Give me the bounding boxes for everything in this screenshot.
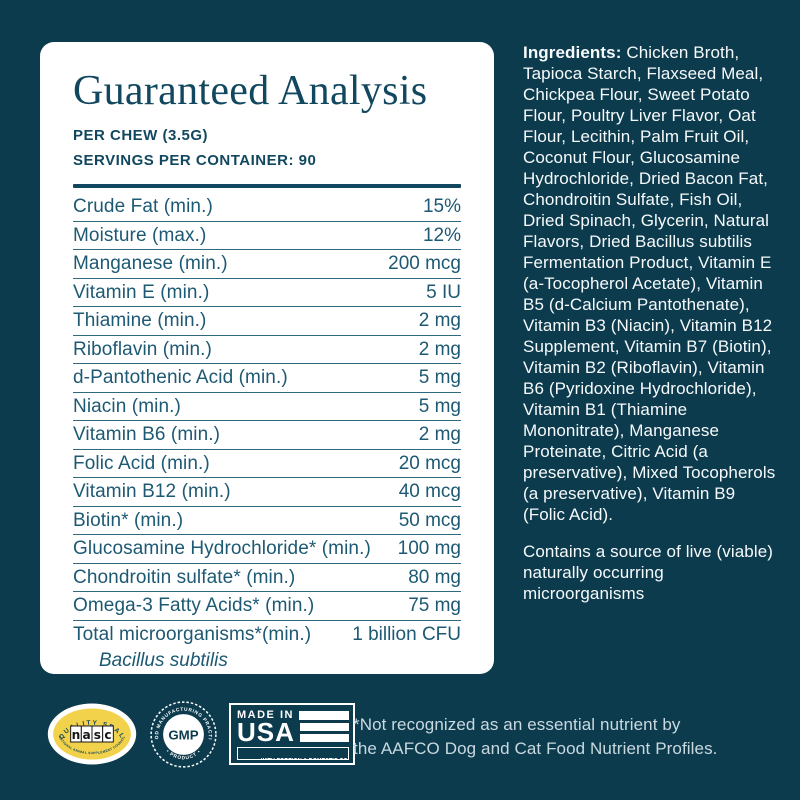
usa-stripes bbox=[299, 722, 349, 742]
row-value: 2 mg bbox=[418, 338, 461, 360]
nasc-letter-c: c bbox=[104, 728, 111, 742]
row-value: 75 mg bbox=[408, 595, 461, 617]
table-row: Niacin (min.) 5 mg bbox=[73, 393, 461, 422]
row-label: Glucosamine Hydrochloride* (min.) bbox=[73, 538, 371, 560]
row-value: 12% bbox=[422, 224, 461, 246]
row-label: Omega-3 Fatty Acids* (min.) bbox=[73, 595, 315, 617]
card-subtitles: PER CHEW (3.5G) SERVINGS PER CONTAINER: … bbox=[73, 123, 461, 173]
table-row: Moisture (max.) 12% bbox=[73, 222, 461, 251]
row-label: Chondroitin sulfate* (min.) bbox=[73, 566, 296, 588]
nasc-letter-s: s bbox=[94, 728, 101, 742]
servings-label: SERVINGS PER CONTAINER: 90 bbox=[73, 152, 317, 170]
ingredients-body: Chicken Broth, Tapioca Starch, Flaxseed … bbox=[523, 43, 776, 524]
row-value: 2 mg bbox=[418, 424, 461, 446]
nasc-letter-a: a bbox=[83, 728, 91, 742]
footnote-line1: *Not recognized as an essential nutrient… bbox=[353, 715, 681, 734]
row-value: 5 mg bbox=[418, 367, 461, 389]
ingredients-column: Ingredients: Chicken Broth, Tapioca Star… bbox=[523, 42, 777, 604]
row-label: Niacin (min.) bbox=[73, 395, 181, 417]
table-row: Riboflavin (min.) 2 mg bbox=[73, 336, 461, 365]
row-label: Riboflavin (min.) bbox=[73, 338, 212, 360]
table-row: Manganese (min.) 200 mcg bbox=[73, 250, 461, 279]
per-chew-label: PER CHEW (3.5G) bbox=[73, 127, 209, 145]
row-label: Total microorganisms*(min.) bbox=[73, 623, 312, 645]
row-value: 1 billion CFU bbox=[352, 623, 461, 645]
row-label: Manganese (min.) bbox=[73, 253, 228, 275]
row-value: 80 mg bbox=[408, 566, 461, 588]
table-row: Glucosamine Hydrochloride* (min.) 100 mg bbox=[73, 535, 461, 564]
table-row: Biotin* (min.) 50 mcg bbox=[73, 507, 461, 536]
row-label: Folic Acid (min.) bbox=[73, 452, 210, 474]
row-label: Crude Fat (min.) bbox=[73, 196, 213, 218]
row-label: Vitamin E (min.) bbox=[73, 281, 210, 303]
page-title: Guaranteed Analysis bbox=[73, 68, 428, 114]
ingredients-paragraph: Ingredients: Chicken Broth, Tapioca Star… bbox=[523, 42, 777, 525]
table-row: Crude Fat (min.) 15% bbox=[73, 193, 461, 222]
table-row: Total microorganisms*(min.) 1 billion CFU bbox=[73, 621, 461, 649]
row-label: Vitamin B12 (min.) bbox=[73, 481, 231, 503]
row-label: Vitamin B6 (min.) bbox=[73, 424, 221, 446]
analysis-table: Crude Fat (min.) 15% Moisture (max.) 12% Man… bbox=[73, 193, 461, 672]
row-label: d-Pantothenic Acid (min.) bbox=[73, 367, 288, 389]
aafco-footnote: *Not recognized as an essential nutrient… bbox=[353, 713, 783, 761]
row-value: 5 IU bbox=[426, 281, 461, 303]
table-row: Folic Acid (min.) 20 mcg bbox=[73, 450, 461, 479]
ingredients-heading: Ingredients: bbox=[523, 43, 622, 62]
live-microorganisms-note: Contains a source of live (viable) natur… bbox=[523, 542, 774, 603]
table-row: d-Pantothenic Acid (min.) 5 mg bbox=[73, 364, 461, 393]
usa-row: USA bbox=[237, 717, 349, 747]
gmp-center-text: GMP bbox=[168, 727, 198, 742]
row-value: 15% bbox=[422, 196, 461, 218]
table-row: Vitamin B12 (min.) 40 mcg bbox=[73, 478, 461, 507]
usa-stripe bbox=[298, 710, 349, 720]
usa-components-box: WITH FOREIGN & DOMESTIC COMPONENTS bbox=[237, 747, 349, 760]
row-label: Moisture (max.) bbox=[73, 224, 207, 246]
certification-badges: QUALITY SEAL n a s c NATIONAL ANIMAL SUP… bbox=[46, 696, 355, 772]
table-row: Omega-3 Fatty Acids* (min.) 75 mg bbox=[73, 592, 461, 621]
made-in-usa-badge-icon: MADE IN USA WITH FOREIGN & DOMESTIC COMP… bbox=[229, 703, 355, 765]
guaranteed-analysis-card: Guaranteed Analysis PER CHEW (3.5G) SERV… bbox=[40, 42, 494, 674]
row-label: Thiamine (min.) bbox=[73, 310, 207, 332]
usa-made-in-label: MADE IN bbox=[237, 709, 294, 721]
row-value: 40 mcg bbox=[398, 481, 461, 503]
table-row: Vitamin B6 (min.) 2 mg bbox=[73, 421, 461, 450]
row-value: 50 mcg bbox=[398, 509, 461, 531]
usa-made-in-row: MADE IN bbox=[237, 709, 349, 721]
nasc-quality-seal-icon: QUALITY SEAL n a s c NATIONAL ANIMAL SUP… bbox=[47, 703, 137, 765]
footnote-line2: the AAFCO Dog and Cat Food Nutrient Prof… bbox=[353, 739, 718, 758]
gmp-seal-icon: GOOD MANUFACTURING PRACTICE GMP • PRODUC… bbox=[148, 699, 217, 768]
row-value: 2 mg bbox=[418, 310, 461, 332]
row-value: 200 mcg bbox=[388, 253, 461, 275]
table-row: Vitamin E (min.) 5 IU bbox=[73, 279, 461, 308]
row-label: Biotin* (min.) bbox=[73, 509, 184, 531]
usa-label: USA bbox=[237, 717, 295, 747]
header-divider bbox=[73, 184, 461, 189]
usa-components-label: WITH FOREIGN & DOMESTIC COMPONENTS bbox=[260, 755, 348, 760]
nasc-letter-n: n bbox=[72, 728, 81, 742]
row-subline: Bacillus subtilis bbox=[99, 650, 228, 672]
table-row: Thiamine (min.) 2 mg bbox=[73, 307, 461, 336]
row-value: 5 mg bbox=[418, 395, 461, 417]
table-row: Chondroitin sulfate* (min.) 80 mg bbox=[73, 564, 461, 593]
row-value: 100 mg bbox=[397, 538, 461, 560]
row-value: 20 mcg bbox=[398, 452, 461, 474]
